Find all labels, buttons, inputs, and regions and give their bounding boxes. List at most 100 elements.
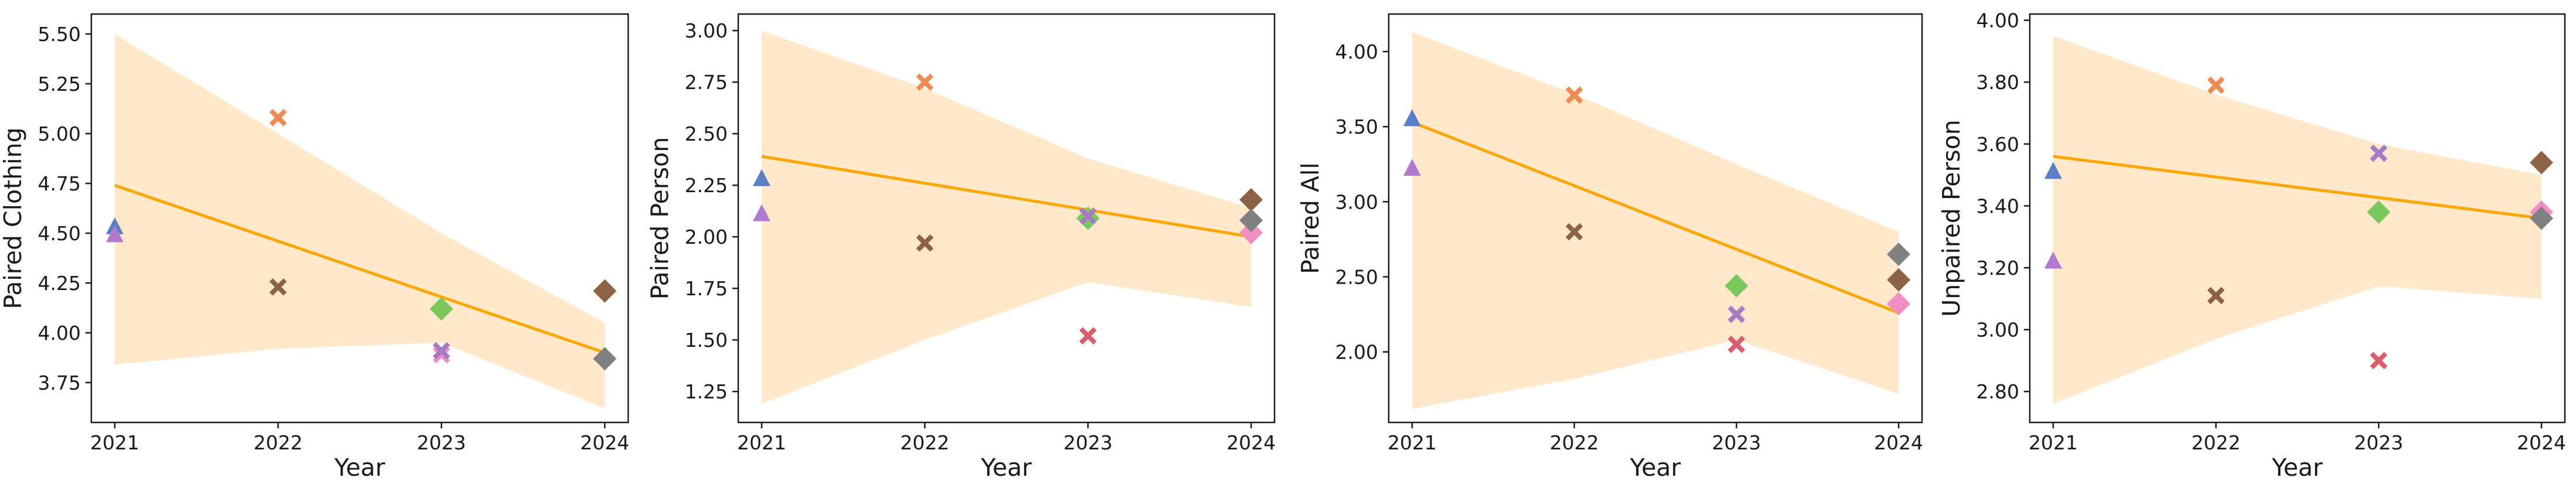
x-tick-label: 2022	[900, 431, 950, 454]
x-axis-title: Year	[1629, 454, 1681, 482]
data-point-diamond-2024-9	[1239, 221, 1263, 245]
axes-frame	[2029, 13, 2566, 424]
x-tick-label: 2022	[254, 431, 303, 454]
data-point-diamond-2023-5	[430, 297, 453, 321]
chart-panel-2: 2021 2022 2023 2024 1.25 1.50 1.75 2.00 2.25 2.50…	[646, 13, 1276, 482]
x-tick-label: 2024	[2517, 431, 2566, 454]
y-axis-title: Paired Clothing	[0, 127, 27, 309]
trend-line	[2053, 155, 2542, 220]
chart-panel-1: 2021 2022 2023 2024 3.75 4.00 4.25 4.50 4.75 5.00…	[0, 13, 629, 482]
chart-panel-4: 2021 2022 2023 2024 2.80 3.00 3.20 3.40 3.60 3.80…	[1937, 9, 2566, 482]
data-point-x-2023-6	[433, 346, 450, 364]
y-tick-label: 3.40	[1976, 195, 2019, 217]
y-tick-label: 1.50	[685, 329, 728, 352]
data-point-x-2023-7	[2370, 352, 2387, 370]
axes-frame	[90, 13, 629, 424]
y-tick-label: 4.00	[1976, 9, 2019, 32]
data-point-diamond-2024-8	[2530, 151, 2553, 175]
y-tick-label: 1.25	[685, 380, 728, 403]
y-tick-label: 3.80	[1976, 71, 2019, 94]
data-point-x-2022-4	[2207, 287, 2225, 305]
data-point-diamond-2024-9	[593, 347, 616, 371]
data-point-x-2022-3	[2207, 76, 2225, 94]
y-tick-label: 2.75	[685, 71, 728, 94]
y-tick-label: 4.25	[38, 272, 81, 295]
data-point-x-2023-6	[1728, 305, 1745, 323]
data-point-x-2022-3	[1566, 86, 1583, 104]
y-tick-label: 3.00	[1976, 319, 2019, 342]
y-tick-label: 2.00	[1335, 341, 1378, 364]
data-point-x-2023-7	[1079, 327, 1097, 345]
axes-frame	[737, 13, 1276, 424]
y-tick-label: 3.60	[1976, 133, 2019, 156]
data-point-diamond-2024-8	[1239, 187, 1263, 212]
y-tick-label: 2.50	[685, 122, 728, 145]
data-point-x-2023-7	[433, 342, 450, 360]
y-tick-label: 2.00	[685, 226, 728, 248]
trend-line	[761, 155, 1252, 238]
x-axis-title: Year	[981, 454, 1032, 482]
y-tick-label: 5.50	[38, 23, 81, 46]
chart-panel-3: 2021 2022 2023 2024 2.00 2.50 3.00 3.50 4.00 Year…	[1296, 13, 1923, 482]
confidence-band	[762, 30, 1251, 404]
y-axis-title: Paired Person	[646, 137, 674, 299]
y-tick-label: 4.00	[1335, 40, 1378, 63]
data-point-x-2022-4	[916, 234, 934, 252]
data-point-x-2022-3	[916, 73, 934, 91]
data-point-triangle-2021-1	[2044, 162, 2062, 179]
data-point-x-2022-3	[269, 108, 287, 127]
data-point-triangle-2021-1	[1403, 109, 1421, 127]
confidence-band	[1412, 32, 1899, 409]
y-axis-title: Paired All	[1296, 162, 1324, 274]
y-tick-label: 2.25	[685, 174, 728, 197]
x-tick-label: 2021	[2029, 431, 2078, 454]
data-point-diamond-2023-5	[1725, 274, 1748, 298]
data-point-x-2023-5	[2370, 144, 2387, 162]
plot-area	[1403, 32, 1910, 409]
y-tick-label: 4.75	[38, 172, 81, 195]
x-tick-label: 2021	[1388, 431, 1437, 454]
data-point-triangle-2021-2	[1403, 158, 1421, 176]
data-point-x-2023-7	[1728, 335, 1745, 353]
x-axis-title: Year	[334, 454, 385, 482]
data-point-triangle-2021-1	[753, 169, 770, 186]
data-point-triangle-2021-2	[106, 225, 124, 243]
y-tick-label: 3.00	[685, 19, 728, 42]
y-tick-label: 5.25	[38, 73, 81, 96]
y-tick-label: 4.00	[38, 322, 81, 345]
x-tick-label: 2023	[2354, 431, 2403, 454]
y-tick-label: 3.75	[38, 371, 81, 394]
x-tick-label: 2024	[1874, 431, 1923, 454]
data-point-x-2022-4	[269, 278, 287, 296]
trend-line	[114, 184, 605, 354]
x-axis-title: Year	[2272, 454, 2323, 482]
data-point-diamond-2024-10	[1239, 209, 1263, 233]
data-point-diamond-2024-8	[593, 279, 616, 303]
x-tick-label: 2022	[2191, 431, 2241, 454]
plot-area	[753, 30, 1263, 404]
x-tick-label: 2022	[1550, 431, 1599, 454]
x-tick-label: 2021	[737, 431, 786, 454]
plot-area	[2044, 36, 2553, 404]
y-tick-label: 2.50	[1335, 265, 1378, 288]
data-point-diamond-2023-6	[2367, 200, 2390, 224]
x-tick-label: 2023	[1712, 431, 1761, 454]
data-point-x-2022-4	[1566, 223, 1583, 241]
y-tick-label: 2.80	[1976, 380, 2019, 403]
y-axis-title: Unpaired Person	[1937, 120, 1965, 317]
y-tick-label: 3.00	[1335, 190, 1378, 213]
data-point-triangle-2021-2	[2044, 251, 2062, 269]
y-tick-label: 5.00	[38, 122, 81, 145]
x-tick-label: 2023	[417, 431, 466, 454]
x-tick-label: 2021	[90, 431, 139, 454]
data-point-diamond-2024-10	[1887, 292, 1910, 316]
plot-area	[106, 34, 616, 409]
x-tick-label: 2023	[1063, 431, 1112, 454]
data-point-triangle-2021-2	[753, 204, 770, 221]
data-point-diamond-2024-9	[1887, 268, 1910, 292]
y-tick-label: 3.50	[1335, 115, 1378, 138]
data-point-diamond-2024-8	[1887, 243, 1910, 266]
confidence-band	[115, 34, 605, 409]
data-point-diamond-2024-10	[2530, 206, 2553, 230]
